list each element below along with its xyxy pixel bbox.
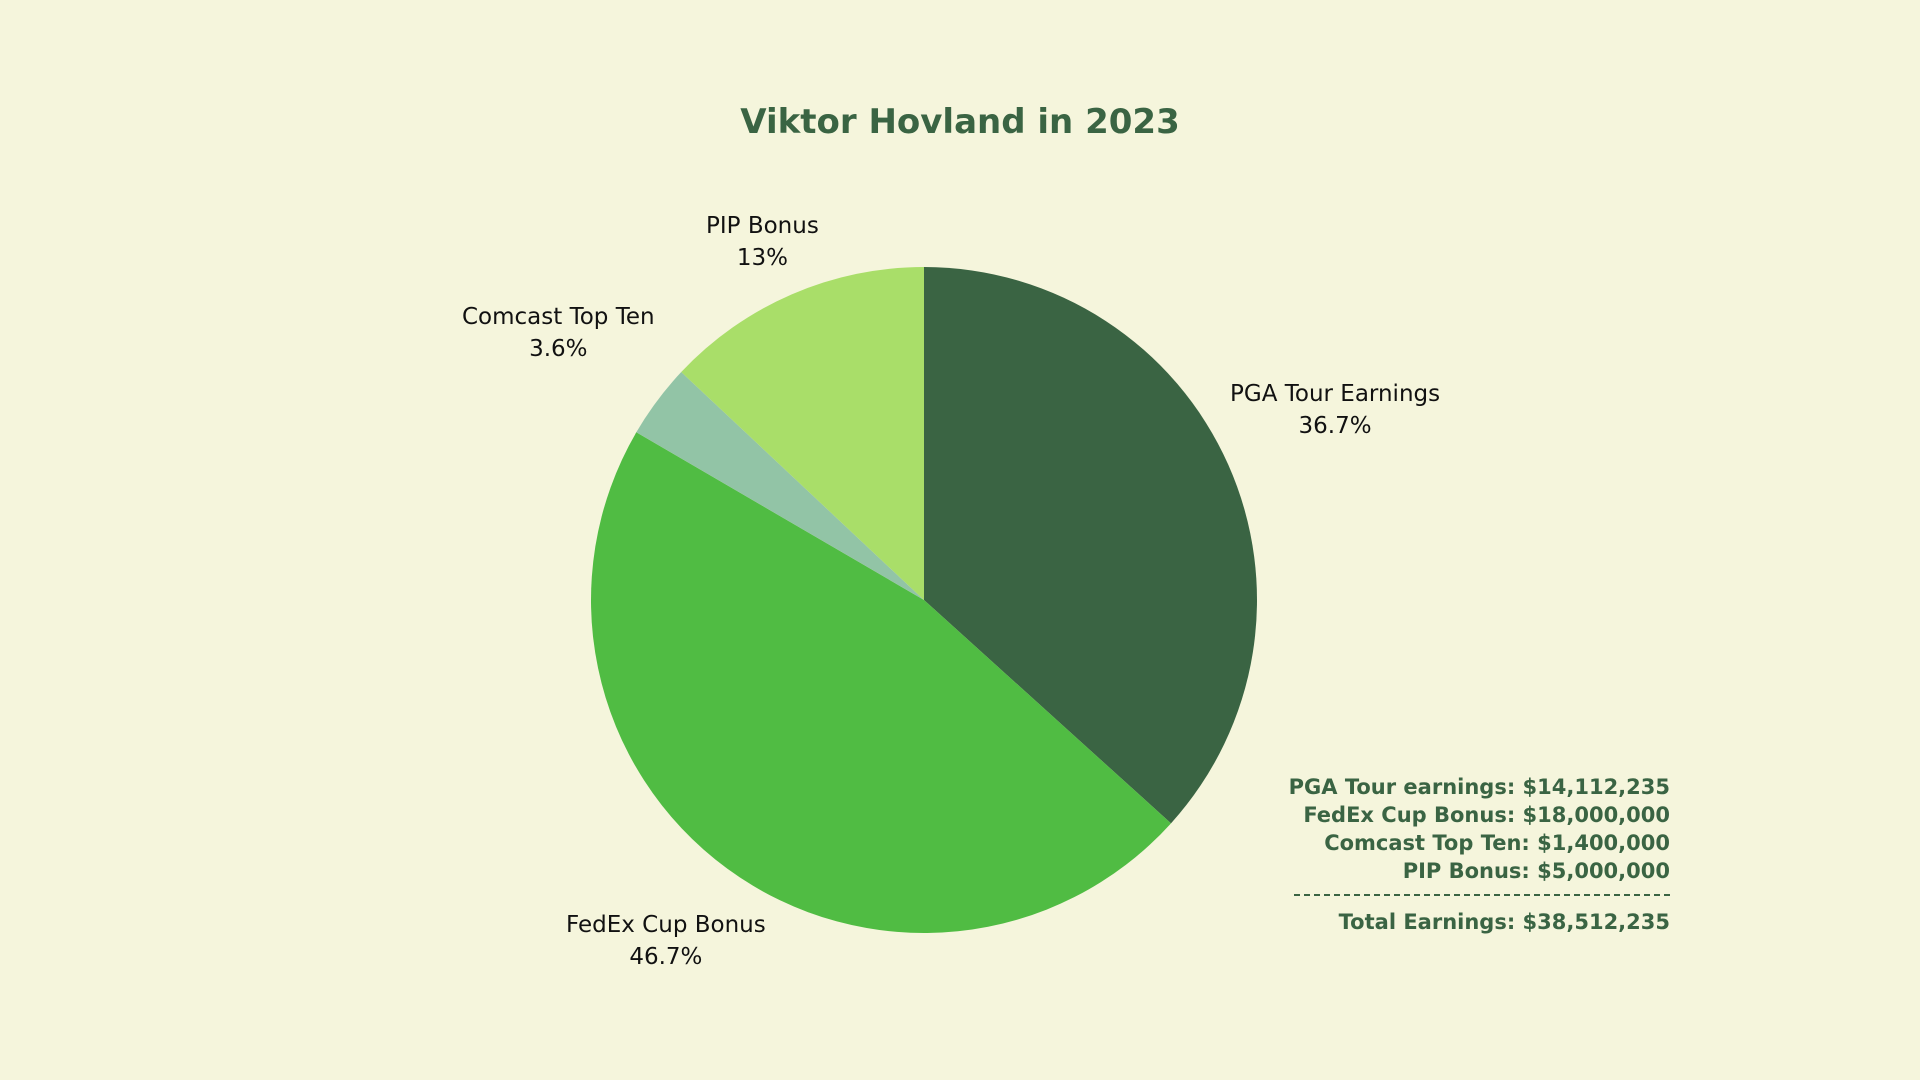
slice-percent: 36.7% [1298,413,1372,439]
earnings-summary: PGA Tour earnings: $14,112,235 FedEx Cup… [1250,773,1670,936]
pie-slice-fedex-cup-bonus [590,432,1171,934]
slice-label-fedex-cup-bonus: FedEx Cup Bonus 46.7% [566,909,766,973]
slice-label-comcast-top-ten: Comcast Top Ten 3.6% [462,301,655,365]
pie-slice-pip-bonus [681,267,924,600]
slice-label-pga-tour-earnings: PGA Tour Earnings 36.7% [1230,378,1440,442]
slice-name: PGA Tour Earnings [1230,381,1441,407]
slice-name: FedEx Cup Bonus [566,912,766,938]
slice-percent: 3.6% [529,336,588,362]
slice-percent: 13% [736,245,788,271]
pie-slice-comcast-top-ten [636,372,924,600]
slice-label-pip-bonus: PIP Bonus 13% [706,210,819,274]
summary-line-pip: PIP Bonus: $5,000,000 [1402,859,1670,883]
summary-total: Total Earnings: $38,512,235 [1338,910,1670,934]
slice-name: PIP Bonus [706,213,819,239]
summary-divider [1294,894,1670,896]
slice-percent: 46.7% [629,944,703,970]
chart-title: Viktor Hovland in 2023 [740,102,1180,142]
summary-line-pga-tour: PGA Tour earnings: $14,112,235 [1288,775,1670,799]
slice-name: Comcast Top Ten [462,304,655,330]
summary-line-fedex-cup: FedEx Cup Bonus: $18,000,000 [1303,803,1670,827]
pie-slice-pga-tour-earnings [924,267,1257,824]
summary-line-comcast: Comcast Top Ten: $1,400,000 [1324,831,1670,855]
